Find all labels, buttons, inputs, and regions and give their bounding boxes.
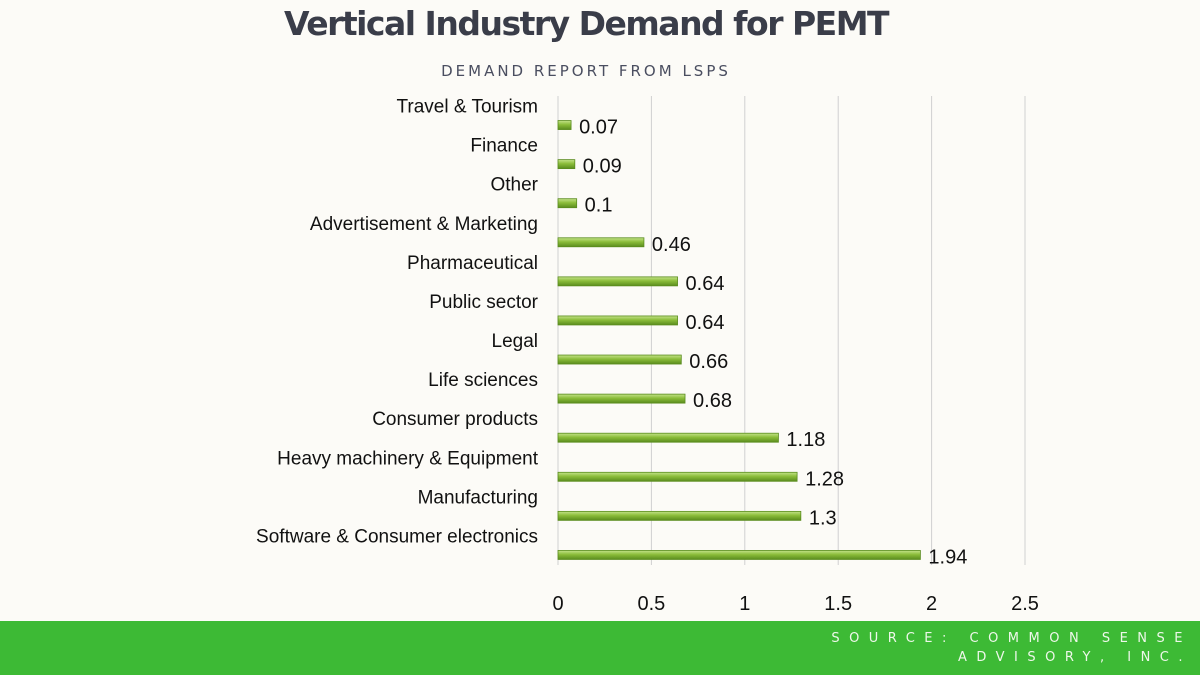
- data-label: 1.18: [786, 429, 825, 451]
- data-label: 0.66: [689, 351, 728, 373]
- data-label: 0.64: [686, 273, 725, 295]
- category-label: Consumer products: [372, 409, 538, 430]
- x-tick-label: 0: [552, 593, 563, 615]
- bar: [557, 471, 798, 482]
- chart-subtitle: DEMAND REPORT FROM LSPS: [441, 62, 731, 80]
- bar: [557, 354, 682, 365]
- data-label: 1.28: [805, 468, 844, 490]
- x-axis-tick-labels: 0 0.5 1 1.5 2 2.5: [552, 593, 1038, 615]
- category-label: Heavy machinery & Equipment: [277, 448, 539, 469]
- bar: [557, 237, 645, 248]
- x-tick-label: 2.5: [1011, 593, 1039, 615]
- bar: [557, 432, 779, 443]
- category-label: Other: [490, 175, 538, 196]
- bar: [557, 550, 921, 560]
- x-tick-label: 2: [926, 593, 937, 615]
- data-labels: 0.07 0.09 0.1 0.46 0.64 0.64 0.66 0.68 1.18 1.28 1…: [579, 117, 967, 569]
- data-label: 0.1: [585, 195, 613, 217]
- category-label: Finance: [470, 136, 538, 157]
- category-label: Software & Consumer electronics: [256, 526, 538, 547]
- bar: [557, 198, 578, 209]
- source-text: SOURCE: COMMON SENSE ADVISORY, INC.: [831, 631, 1192, 665]
- bar: [557, 510, 802, 521]
- bar: [557, 393, 686, 404]
- bar: [557, 315, 678, 326]
- bar-chart: Travel & Tourism Finance Other Advertisemen…: [256, 96, 1039, 615]
- bars: [557, 120, 921, 560]
- category-label: Life sciences: [428, 370, 538, 391]
- x-tick-label: 0.5: [637, 593, 665, 615]
- data-label: 0.68: [693, 390, 732, 412]
- category-label: Public sector: [429, 292, 538, 313]
- chart-title: Vertical Industry Demand for PEMT: [283, 4, 890, 43]
- data-label: 1.3: [809, 507, 837, 529]
- category-label: Legal: [492, 331, 539, 352]
- bar: [557, 276, 678, 287]
- data-label: 1.94: [928, 546, 967, 568]
- source-footer: SOURCE: COMMON SENSE ADVISORY, INC.: [0, 621, 1200, 675]
- bar: [557, 120, 572, 130]
- data-label: 0.09: [583, 156, 622, 178]
- data-label: 0.07: [579, 117, 618, 139]
- category-label: Pharmaceutical: [407, 253, 538, 274]
- x-tick-label: 1.5: [824, 593, 852, 615]
- bar: [557, 159, 576, 170]
- category-labels: Travel & Tourism Finance Other Advertisemen…: [256, 97, 539, 548]
- category-label: Travel & Tourism: [397, 97, 538, 118]
- category-label: Manufacturing: [418, 487, 538, 508]
- data-label: 0.64: [686, 312, 725, 334]
- category-label: Advertisement & Marketing: [310, 214, 538, 235]
- gridlines: [557, 96, 1026, 565]
- x-tick-label: 1: [739, 593, 750, 615]
- data-label: 0.46: [652, 234, 691, 256]
